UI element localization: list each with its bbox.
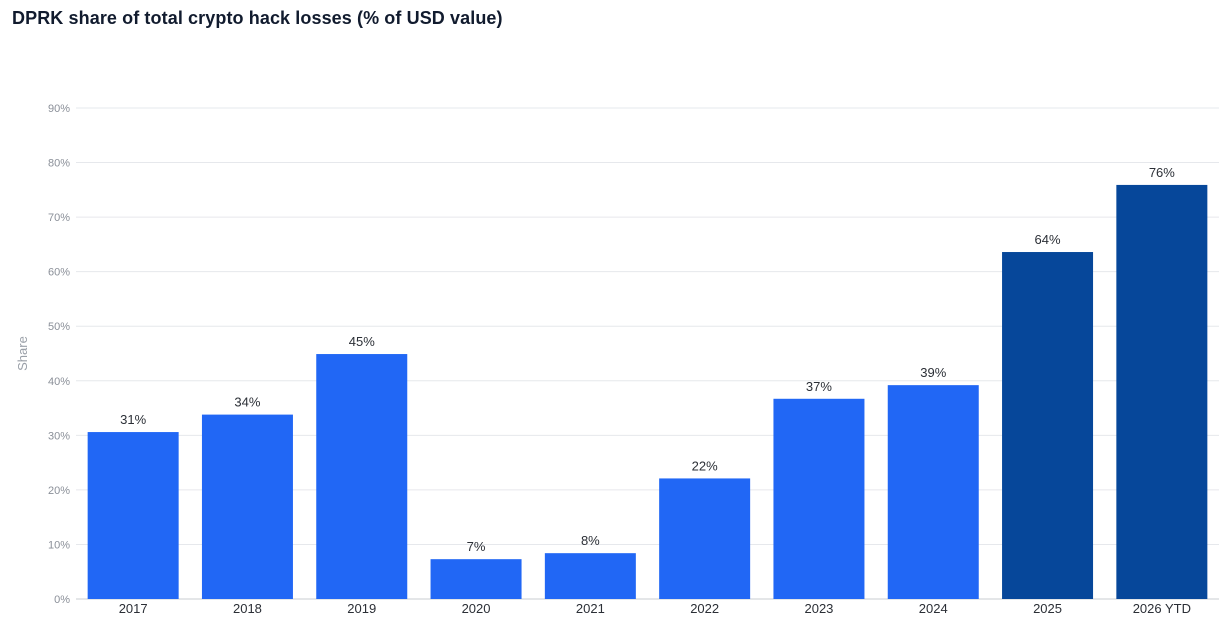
x-tick-label: 2022: [690, 601, 719, 616]
data-label: 39%: [920, 365, 946, 380]
y-tick-label: 0%: [54, 594, 70, 606]
bar: [201, 414, 293, 599]
data-label: 76%: [1149, 165, 1175, 180]
y-tick-label: 90%: [48, 103, 70, 115]
data-label: 45%: [349, 334, 375, 349]
x-tick-label: 2023: [804, 601, 833, 616]
x-tick-label: 2021: [576, 601, 605, 616]
data-label: 31%: [120, 412, 146, 427]
bar: [87, 432, 179, 599]
data-label: 8%: [581, 533, 600, 548]
bar: [887, 385, 979, 599]
data-label: 64%: [1035, 232, 1061, 247]
x-tick-label: 2024: [919, 601, 948, 616]
data-label: 22%: [692, 458, 718, 473]
bar: [316, 354, 408, 599]
y-axis-label: Share: [15, 336, 30, 371]
x-tick-label: 2018: [233, 601, 262, 616]
x-tick-label: 2026 YTD: [1133, 601, 1191, 616]
x-tick-label: 2019: [347, 601, 376, 616]
data-label: 34%: [234, 395, 260, 410]
y-tick-label: 30%: [48, 430, 70, 442]
data-label: 7%: [467, 539, 486, 554]
bars: 31% 34% 45% 7% 8% 22% 37% 39% 64% 76%: [87, 165, 1208, 599]
y-tick-label: 50%: [48, 321, 70, 333]
y-tick-label: 10%: [48, 539, 70, 551]
y-tick-label: 60%: [48, 267, 70, 279]
y-tick-label: 40%: [48, 376, 70, 388]
y-tick-label: 80%: [48, 158, 70, 170]
data-label: 37%: [806, 379, 832, 394]
bar: [659, 478, 751, 599]
bar: [430, 559, 522, 599]
bar: [1116, 184, 1208, 599]
x-tick-label: 2020: [462, 601, 491, 616]
x-tick-label: 2025: [1033, 601, 1062, 616]
chart-title: DPRK share of total crypto hack losses (…: [12, 8, 503, 28]
y-tick-label: 20%: [48, 485, 70, 497]
x-tick-label: 2017: [119, 601, 148, 616]
y-tick-label: 70%: [48, 212, 70, 224]
bar: [773, 398, 865, 599]
bar: [544, 553, 636, 599]
y-axis-ticks: 0% 10% 20% 30% 40% 50% 60% 70% 80% 90%: [48, 103, 70, 606]
bar: [1002, 252, 1094, 599]
x-axis-ticks: 2017 2018 2019 2020 2021 2022 2023 2024 2025 2026…: [119, 601, 1191, 616]
